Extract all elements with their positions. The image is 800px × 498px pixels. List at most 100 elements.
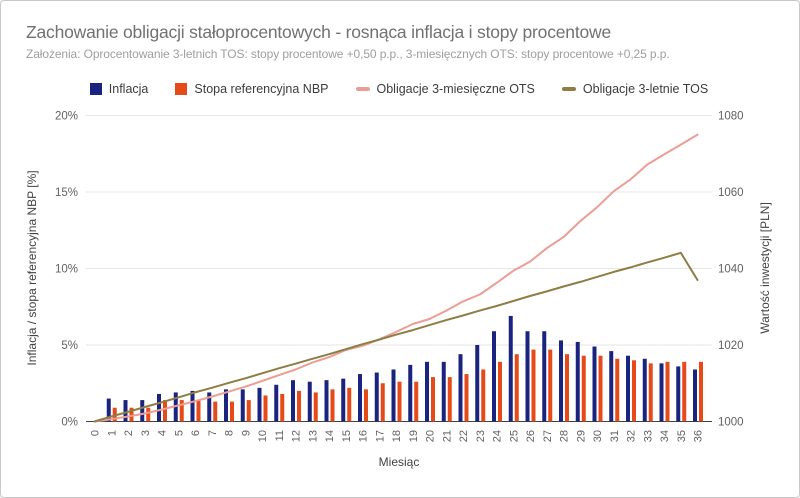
bar-inflacja-m27 <box>542 331 547 422</box>
bar-inflacja-m4 <box>157 393 161 422</box>
x-tick-label: 25 <box>508 430 520 442</box>
bar-stopa-nbp-m5 <box>179 400 184 422</box>
page-title: Zachowanie obligacji stałoprocentowych -… <box>26 22 611 42</box>
bar-inflacja-m19 <box>408 364 413 422</box>
x-tick-label: 32 <box>626 430 638 442</box>
x-tick-label: 17 <box>374 430 386 442</box>
legend-square-swatch-icon <box>175 83 188 95</box>
bar-stopa-nbp-m16 <box>364 389 368 422</box>
x-tick-label: 1 <box>106 430 118 436</box>
bar-stopa-nbp-m23 <box>481 369 486 422</box>
bar-stopa-nbp-m34 <box>665 361 670 422</box>
bar-stopa-nbp-m2 <box>129 407 134 422</box>
y-right-tick-label: 1040 <box>718 264 744 276</box>
legend-label: Obligacje 3-letnie TOS <box>582 82 709 96</box>
x-tick-label: 36 <box>693 430 705 442</box>
bar-stopa-nbp-m8 <box>230 401 234 422</box>
bar-inflacja-m18 <box>391 369 396 422</box>
bar-inflacja-m29 <box>575 341 580 422</box>
bar-inflacja-m30 <box>592 346 597 422</box>
legend-label: Obligacje 3-miesięczne OTS <box>376 82 535 96</box>
x-tick-label: 7 <box>207 430 219 436</box>
bar-stopa-nbp-m31 <box>615 358 620 422</box>
line-ots <box>93 133 699 423</box>
bar-stopa-nbp-m19 <box>414 381 419 422</box>
legend: Inflacja Stopa referencyjna NBP Obligacje … <box>86 79 712 99</box>
bar-stopa-nbp-m13 <box>313 392 318 422</box>
bar-stopa-nbp-m28 <box>565 354 569 422</box>
page-subtitle: Założenia: Oprocentowanie 3-letnich TOS:… <box>26 47 670 61</box>
legend-item-2: Stopa referencyjna NBP <box>175 82 329 96</box>
bar-inflacja-m1 <box>106 398 111 422</box>
bar-stopa-nbp-m17 <box>380 383 385 422</box>
bar-stopa-nbp-m21 <box>447 377 452 422</box>
x-tick-label: 0 <box>90 430 102 436</box>
x-tick-label: 3 <box>140 430 152 436</box>
bar-inflacja-m34 <box>659 363 664 422</box>
x-tick-label: 24 <box>492 430 504 442</box>
bar-inflacja-m9 <box>240 389 245 422</box>
x-tick-label: 11 <box>274 430 286 441</box>
x-tick-label: 31 <box>609 430 621 442</box>
x-tick-label: 4 <box>157 430 169 436</box>
legend-item-4: Obligacje 3-letnie TOS <box>561 82 709 96</box>
x-tick-label: 6 <box>190 430 202 436</box>
bar-stopa-nbp-m22 <box>464 374 469 422</box>
y-axis-title-left: Inflacja / stopa referencyjna NBP [%] <box>25 170 39 366</box>
x-tick-label: 29 <box>575 430 587 442</box>
y-left-tick-label: 10% <box>55 264 78 276</box>
y-right-tick-label: 1080 <box>718 111 744 123</box>
legend-line-swatch-icon <box>355 87 370 91</box>
bar-inflacja-m12 <box>291 380 295 422</box>
x-tick-label: 15 <box>341 430 353 442</box>
bar-stopa-nbp-m24 <box>498 361 502 422</box>
bar-stopa-nbp-m27 <box>548 349 553 422</box>
bar-inflacja-m26 <box>525 331 530 422</box>
bar-inflacja-m7 <box>207 392 212 422</box>
bar-stopa-nbp-m12 <box>297 390 301 422</box>
bar-inflacja-m32 <box>626 355 630 422</box>
bar-inflacja-m28 <box>559 340 563 422</box>
bar-stopa-nbp-m7 <box>213 401 218 422</box>
x-tick-label: 20 <box>425 430 437 442</box>
y-right-tick-label: 1000 <box>718 417 744 429</box>
bar-inflacja-m10 <box>257 387 262 422</box>
bar-stopa-nbp-m33 <box>648 363 653 422</box>
y-right-tick-label: 1020 <box>718 340 744 352</box>
x-tick-label: 18 <box>391 430 403 442</box>
bar-inflacja-m15 <box>341 378 346 422</box>
x-tick-label: 10 <box>257 430 269 442</box>
bar-stopa-nbp-m26 <box>531 349 536 422</box>
legend-label: Inflacja <box>108 82 149 96</box>
bar-inflacja-m16 <box>358 374 362 422</box>
legend-square-swatch-icon <box>89 83 102 95</box>
x-tick-label: 30 <box>592 430 604 442</box>
x-tick-label: 12 <box>291 430 303 442</box>
bar-stopa-nbp-m30 <box>598 355 603 422</box>
bar-stopa-nbp-m11 <box>280 393 285 422</box>
bar-stopa-nbp-m4 <box>163 400 167 422</box>
legend-item-3: Obligacje 3-miesięczne OTS <box>355 82 535 96</box>
bar-stopa-nbp-m3 <box>146 407 151 422</box>
bar-stopa-nbp-m14 <box>330 389 335 422</box>
bar-inflacja-m24 <box>492 331 496 422</box>
x-tick-label: 5 <box>173 430 185 436</box>
x-tick-label: 21 <box>441 430 453 442</box>
bar-inflacja-m2 <box>123 400 128 422</box>
bar-stopa-nbp-m10 <box>263 395 268 422</box>
x-tick-label: 27 <box>542 430 554 442</box>
bar-inflacja-m3 <box>140 400 145 422</box>
x-tick-label: 9 <box>240 430 252 436</box>
bar-stopa-nbp-m36 <box>699 361 703 422</box>
bar-inflacja-m13 <box>307 381 312 422</box>
y-right-tick-label: 1060 <box>718 187 744 199</box>
x-tick-label: 8 <box>224 430 236 436</box>
x-tick-label: 19 <box>408 430 420 442</box>
legend-line-swatch-icon <box>561 87 576 91</box>
legend-label: Stopa referencyjna NBP <box>194 82 329 96</box>
x-tick-label: 13 <box>307 430 319 442</box>
bar-stopa-nbp-m15 <box>347 387 352 422</box>
bar-inflacja-m14 <box>324 380 329 422</box>
x-tick-label: 34 <box>659 430 671 442</box>
